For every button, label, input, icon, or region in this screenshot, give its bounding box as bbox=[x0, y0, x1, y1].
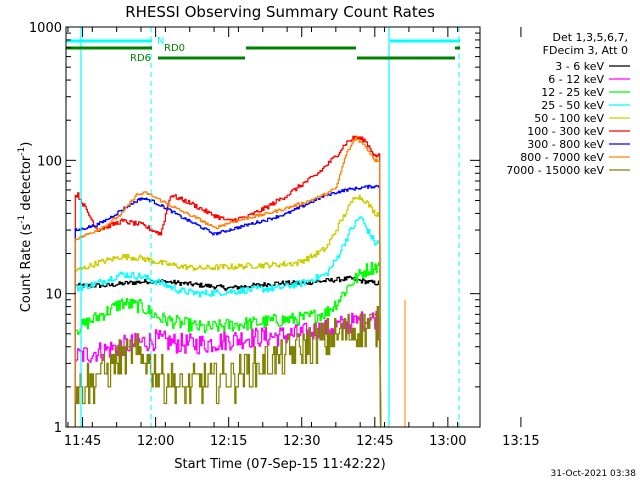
y-label-end: ) bbox=[19, 142, 34, 147]
legend-label-4: 25 - 50 keV bbox=[541, 99, 604, 112]
x-axis: 11:45 12:00 12:15 12:30 12:45 13:00 13:15 bbox=[64, 27, 540, 449]
legend-label-5: 50 - 100 keV bbox=[534, 112, 604, 125]
y-axis-label: Count Rate (s-1 detector-1) bbox=[17, 142, 34, 313]
plot-frame bbox=[65, 26, 481, 428]
plot-area bbox=[74, 135, 382, 428]
y-tick-label: 1000 bbox=[29, 21, 62, 36]
footer-date: 31-Oct-2021 03:38 bbox=[551, 469, 637, 479]
y-label-main: Count Rate (s bbox=[19, 224, 34, 313]
y-tick-label: 100 bbox=[37, 154, 62, 169]
y-label-exp2: -1 bbox=[17, 147, 27, 156]
x-tick-label: 13:15 bbox=[502, 434, 539, 449]
series-line-4 bbox=[74, 216, 382, 428]
series-line-6 bbox=[74, 135, 382, 428]
series-line-9 bbox=[74, 306, 382, 428]
x-tick-label: 12:00 bbox=[137, 434, 174, 449]
y-tick-label: 10 bbox=[45, 288, 62, 303]
legend: Det 1,3,5,6,7, FDecim 3, Att 0 3 - 6 keV… bbox=[506, 31, 630, 177]
flag-label-n: N bbox=[157, 36, 164, 47]
legend-label-6: 100 - 300 keV bbox=[527, 125, 604, 138]
legend-header-1: Det 1,3,5,6,7, bbox=[552, 31, 628, 44]
y-label-mid: detector bbox=[19, 155, 34, 215]
series-line-3 bbox=[74, 262, 382, 428]
flag-label-rd0: RD0 bbox=[164, 43, 185, 54]
x-tick-label: 12:45 bbox=[356, 434, 393, 449]
x-tick-label: 12:30 bbox=[283, 434, 320, 449]
series-line-8 bbox=[74, 136, 382, 428]
legend-label-9: 7000 - 15000 keV bbox=[506, 164, 604, 177]
y-label-exp1: -1 bbox=[17, 215, 27, 224]
legend-label-2: 6 - 12 keV bbox=[548, 73, 604, 86]
legend-label-1: 3 - 6 keV bbox=[555, 60, 604, 73]
x-tick-label: 12:15 bbox=[210, 434, 247, 449]
legend-label-8: 800 - 7000 keV bbox=[520, 151, 604, 164]
chart-title: RHESSI Observing Summary Count Rates bbox=[125, 3, 435, 21]
y-tick-label: 1 bbox=[54, 421, 62, 436]
legend-header-2: FDecim 3, Att 0 bbox=[543, 44, 628, 57]
legend-label-7: 300 - 800 keV bbox=[527, 138, 604, 151]
flag-label-rd6: RD6 bbox=[130, 53, 151, 64]
legend-label-3: 12 - 25 keV bbox=[541, 86, 604, 99]
series-line-1 bbox=[74, 275, 382, 428]
y-axis: 1 10 100 1000 bbox=[29, 21, 480, 436]
x-tick-label: 11:45 bbox=[64, 434, 101, 449]
series-line-5 bbox=[74, 194, 382, 428]
series-line-2 bbox=[74, 310, 382, 428]
x-axis-label: Start Time (07-Sep-15 11:42:22) bbox=[174, 457, 385, 472]
x-tick-label: 13:00 bbox=[429, 434, 466, 449]
